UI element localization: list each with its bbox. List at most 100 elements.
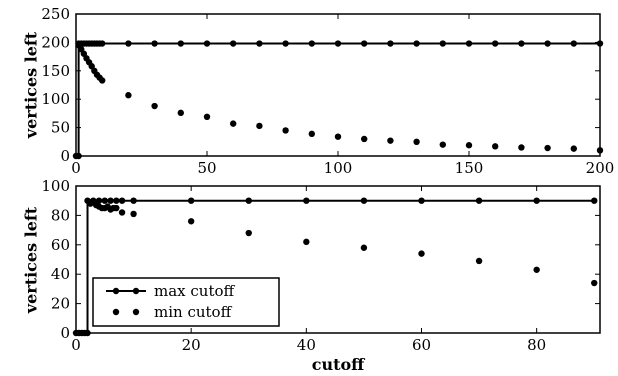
top-plot-series-1-point — [492, 40, 499, 47]
top-plot-series-1-point — [282, 40, 289, 47]
top-plot-ticks: 0 50 100 150 200 0 50 100 150 200 250 — [41, 5, 614, 177]
bottom-plot: 0 20 40 60 80 0 20 40 60 80 100 vertices left cuto… — [22, 177, 601, 374]
bottom-plot-xlabel: cutoff — [312, 355, 365, 374]
top-plot-series-2-point — [544, 144, 551, 152]
top-plot-xtick-label: 50 — [197, 159, 216, 177]
bottom-plot-ytick-label: 40 — [51, 265, 70, 283]
top-plot-series-2-point — [439, 141, 446, 148]
top-plot-xtick-label: 100 — [324, 159, 353, 177]
top-plot-series-2-point — [99, 77, 106, 84]
top-plot-series-2-point — [230, 120, 237, 127]
bottom-plot-ylabel: vertices left — [22, 206, 41, 314]
bottom-plot-max-cutoff-point — [113, 197, 120, 204]
bottom-plot-max-cutoff-point — [245, 197, 252, 204]
top-plot-series-2-point — [361, 135, 368, 143]
top-plot-series-2-point — [177, 109, 184, 117]
top-plot-series-1-point — [308, 40, 315, 47]
top-plot-series-1-point — [151, 40, 158, 47]
bottom-plot-min-cutoff-point — [245, 229, 252, 237]
legend-box — [92, 277, 280, 327]
top-plot-series-1-point — [125, 40, 132, 47]
top-plot-series-1-point — [413, 40, 420, 47]
bottom-plot-min-cutoff-point — [118, 209, 126, 216]
bottom-plot-max-cutoff-point — [130, 197, 137, 204]
top-plot-series-1-point — [361, 40, 368, 47]
top-plot-series-1-point — [230, 40, 237, 47]
top-plot-series — [72, 40, 604, 160]
bottom-plot-series — [72, 197, 598, 337]
top-plot-series-1-point — [465, 40, 473, 47]
top-plot-series-2-point — [125, 92, 132, 99]
bottom-plot-ytick-label: 20 — [51, 295, 70, 313]
top-plot-series-1-point — [387, 40, 394, 47]
bottom-plot-max-cutoff-point — [187, 197, 195, 204]
legend-max-cutoff-marker — [112, 287, 120, 295]
bottom-plot-xtick-label: 40 — [297, 336, 316, 354]
top-plot-series-1-point — [334, 40, 342, 47]
top-plot-ytick-label: 150 — [41, 62, 70, 80]
bottom-plot-min-cutoff-point — [360, 244, 368, 251]
top-plot-series-2-point — [596, 147, 604, 154]
legend-max-cutoff-marker — [132, 287, 140, 295]
top-plot-series-2-point — [256, 122, 263, 130]
top-plot-series-2-point — [203, 113, 211, 121]
top-plot-series-2-point — [465, 142, 473, 149]
bottom-plot-max-cutoff-point — [418, 197, 425, 204]
bottom-plot-max-cutoff-point — [360, 197, 368, 204]
bottom-plot-ytick-label: 80 — [51, 206, 70, 224]
bottom-plot-max-cutoff-point — [101, 197, 108, 204]
top-plot-ytick-label: 100 — [41, 90, 70, 108]
top-plot-series-1-point — [544, 40, 551, 47]
bottom-plot-min-cutoff-point — [418, 250, 425, 257]
top-plot: 0 50 100 150 200 0 50 100 150 200 250 vertices lef… — [22, 5, 615, 177]
bottom-plot-xtick-label: 20 — [182, 336, 201, 354]
legend: max cutoff min cutoff — [92, 277, 280, 327]
bottom-plot-min-cutoff-point — [187, 218, 195, 225]
top-plot-series-1-point — [177, 40, 184, 47]
top-plot-series-2-point — [518, 144, 525, 151]
bottom-plot-max-cutoff-point — [533, 197, 540, 204]
top-plot-series-1-point — [75, 152, 82, 160]
top-plot-series-1-point — [256, 40, 263, 47]
top-plot-xtick-label: 200 — [586, 159, 615, 177]
bottom-plot-min-cutoff-point — [75, 329, 83, 337]
bottom-plot-max-cutoff-point — [303, 197, 310, 204]
bottom-plot-ticks: 0 20 40 60 80 0 20 40 60 80 100 — [41, 177, 600, 354]
bottom-plot-min-cutoff-point — [475, 257, 483, 265]
legend-min-cutoff-label: min cutoff — [154, 303, 233, 321]
legend-min-cutoff-marker — [132, 308, 140, 316]
bottom-plot-xtick-label: 80 — [527, 336, 546, 354]
bottom-plot-min-cutoff-point — [303, 238, 310, 246]
top-plot-xtick-label: 0 — [71, 159, 81, 177]
bottom-plot-min-cutoff-point — [130, 210, 137, 218]
bottom-plot-min-cutoff-point — [87, 200, 94, 207]
legend-max-cutoff-label: max cutoff — [154, 282, 236, 300]
top-plot-series-1-point — [203, 40, 211, 47]
bottom-plot-ytick-label: 0 — [60, 324, 70, 342]
bottom-plot-min-cutoff-point — [81, 329, 88, 337]
top-plot-ylabel: vertices left — [22, 31, 41, 139]
top-plot-series-1-point — [596, 40, 604, 47]
top-plot-series-2-point — [387, 137, 394, 144]
top-plot-series-1-point — [439, 40, 446, 47]
top-plot-series-1-point — [99, 40, 106, 47]
legend-min-cutoff-marker — [112, 308, 120, 316]
top-plot-xtick-label: 150 — [455, 159, 484, 177]
top-plot-ytick-label: 50 — [51, 119, 70, 137]
bottom-plot-frame — [75, 185, 601, 334]
bottom-plot-max-cutoff-point — [118, 197, 126, 204]
top-plot-series-2-point — [413, 138, 420, 145]
top-plot-series-2-point — [282, 127, 289, 134]
bottom-plot-max-cutoff-point — [475, 197, 483, 204]
bottom-plot-xtick-label: 0 — [71, 336, 81, 354]
bottom-plot-min-cutoff-point — [533, 266, 540, 273]
bottom-plot-min-cutoff-point — [113, 204, 120, 212]
bottom-plot-ytick-label: 60 — [51, 236, 70, 254]
top-plot-series-2-point — [308, 130, 315, 138]
bottom-plot-max-cutoff-point — [107, 197, 114, 204]
bottom-plot-max-cutoff-point — [591, 197, 598, 204]
top-plot-series-1-point — [570, 40, 577, 47]
top-plot-series-2-point — [334, 133, 342, 140]
top-plot-ytick-label: 0 — [60, 147, 70, 165]
